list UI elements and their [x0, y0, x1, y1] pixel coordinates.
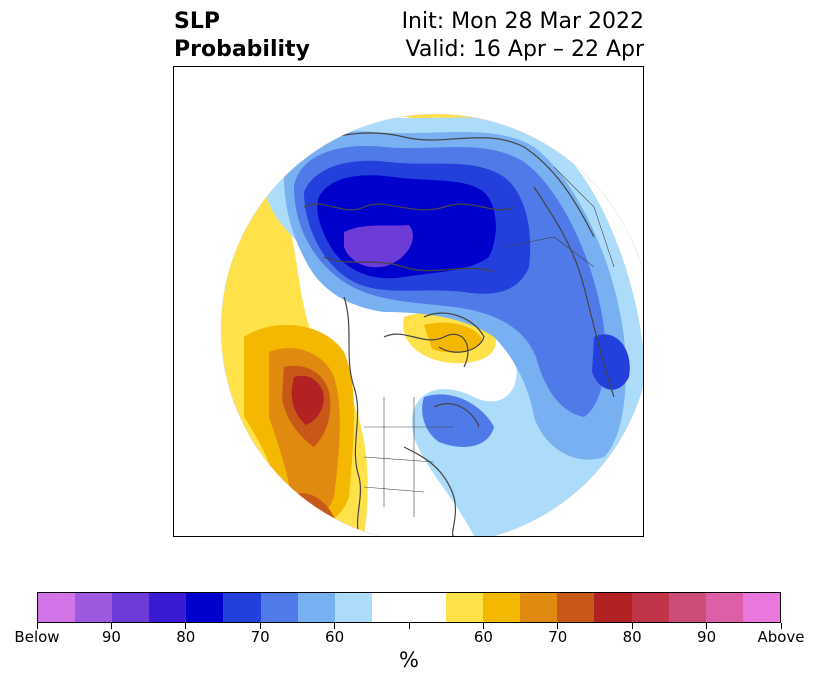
colorbar-tick-label: 90 — [101, 628, 121, 646]
colorbar-tick — [631, 623, 633, 629]
colorbar-tick-label: 90 — [697, 628, 717, 646]
valid-dates: Valid: 16 Apr – 22 Apr — [405, 37, 645, 62]
colorbar-segment — [371, 593, 409, 622]
colorbar-segment — [520, 593, 558, 622]
init-date: Init: Mon 28 Mar 2022 — [401, 9, 644, 34]
colorbar-tick — [706, 623, 708, 629]
colorbar-segment — [483, 593, 521, 622]
colorbar-segment — [297, 593, 335, 622]
colorbar-tick-label: 80 — [176, 628, 196, 646]
colorbar-segment — [223, 593, 261, 622]
colorbar-tick — [334, 623, 336, 629]
colorbar-tick — [259, 623, 261, 629]
hemisphere-edge — [220, 113, 643, 536]
colorbar-tick — [408, 623, 410, 629]
colorbar-tick — [557, 623, 559, 629]
title-line-2: Probability — [174, 37, 310, 62]
map-canvas — [220, 113, 643, 536]
colorbar-tick — [482, 623, 484, 629]
colorbar-segment — [742, 593, 780, 622]
colorbar-tick — [36, 623, 38, 629]
colorbar-segment — [557, 593, 595, 622]
colorbar-segment — [446, 593, 484, 622]
colorbar-segment — [594, 593, 632, 622]
colorbar-tick-label: 60 — [473, 628, 493, 646]
colorbar-segment — [75, 593, 113, 622]
colorbar-segment — [186, 593, 224, 622]
colorbar-segment — [112, 593, 150, 622]
colorbar-segment — [334, 593, 372, 622]
colorbar-tick-label: 70 — [548, 628, 568, 646]
title-line-1: SLP — [174, 9, 220, 34]
colorbar-segment — [38, 593, 76, 622]
colorbar-segment — [705, 593, 743, 622]
colorbar-segment — [260, 593, 298, 622]
colorbar-segment — [149, 593, 187, 622]
colorbar-segment — [631, 593, 669, 622]
colorbar-tick-label: 60 — [325, 628, 345, 646]
hemisphere-disc — [221, 114, 643, 536]
colorbar-unit: % — [399, 648, 419, 672]
colorbar-tick-label: 70 — [250, 628, 270, 646]
forecast-dates: Init: Mon 28 Mar 2022 Valid: 16 Apr – 22… — [402, 8, 644, 64]
country-borders — [363, 166, 615, 517]
colorbar-tick — [110, 623, 112, 629]
colorbar-tick-label: 80 — [622, 628, 642, 646]
map-title: SLP Probability — [174, 8, 310, 64]
colorbar-tick-label: Below — [14, 628, 60, 646]
colorbar-tick — [185, 623, 187, 629]
probability-map — [173, 66, 644, 537]
colorbar-segment — [668, 593, 706, 622]
colorbar — [37, 592, 781, 623]
colorbar-tick-label: Above — [757, 628, 805, 646]
colorbar-tick — [780, 623, 782, 629]
colorbar-segment — [408, 593, 447, 622]
